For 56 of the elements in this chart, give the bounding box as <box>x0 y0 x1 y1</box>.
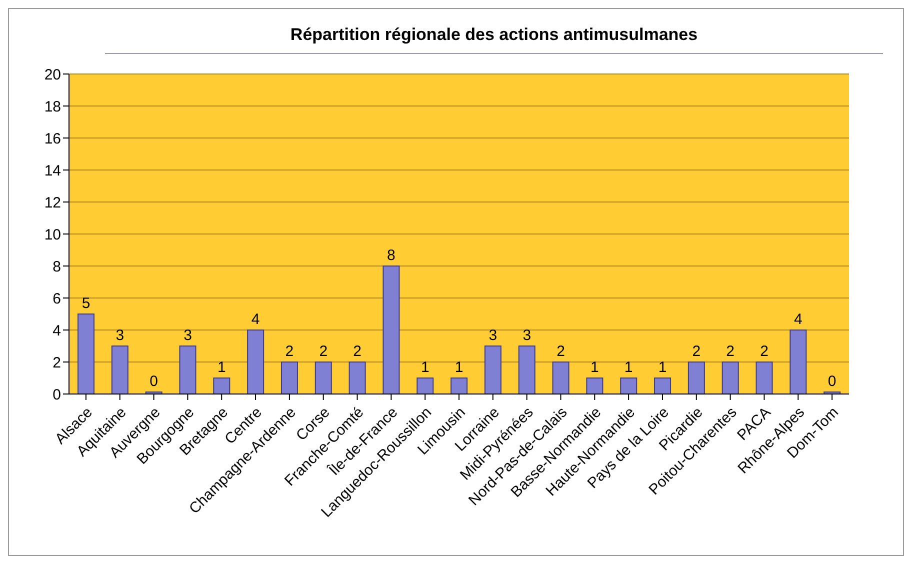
bar <box>247 330 264 394</box>
y-tick-label: 16 <box>44 130 61 148</box>
bar <box>450 378 468 394</box>
data-label: 1 <box>658 359 667 376</box>
data-label: 4 <box>794 311 802 328</box>
data-label: 2 <box>760 343 768 360</box>
y-tick-label: 12 <box>44 194 61 212</box>
bar <box>756 362 773 394</box>
chart-title: Répartition régionale des actions antimusulmanes <box>105 25 883 54</box>
data-label: 2 <box>353 343 362 360</box>
bar <box>654 378 672 394</box>
data-label: 1 <box>590 359 599 376</box>
data-label: 2 <box>285 343 294 360</box>
y-tick-label: 8 <box>52 258 61 276</box>
y-tick-label: 4 <box>52 322 61 340</box>
bar <box>348 362 366 394</box>
bar <box>314 362 332 394</box>
bar <box>78 314 94 394</box>
bar <box>790 330 807 394</box>
data-label: 3 <box>116 327 124 344</box>
data-label: 1 <box>624 359 633 376</box>
data-label: 4 <box>251 311 260 328</box>
data-label: 1 <box>454 359 464 376</box>
bar <box>586 378 604 394</box>
bar <box>280 362 298 394</box>
bar <box>213 378 230 394</box>
data-label: 2 <box>692 343 701 360</box>
data-label: 2 <box>556 343 565 360</box>
y-tick-label: 2 <box>52 354 61 372</box>
data-label: 0 <box>828 373 836 390</box>
data-label: 1 <box>217 359 226 376</box>
y-tick-label: 0 <box>52 386 61 404</box>
bar <box>552 362 570 394</box>
bar <box>722 362 739 394</box>
bar <box>620 378 638 394</box>
bar <box>382 266 400 394</box>
data-label: 3 <box>522 327 532 344</box>
data-label: 1 <box>420 359 430 376</box>
y-tick-label: 6 <box>52 290 61 308</box>
bar <box>518 346 536 394</box>
data-label: 2 <box>319 343 328 360</box>
data-label: 2 <box>726 343 735 360</box>
bar <box>688 362 705 394</box>
y-tick-label: 20 <box>44 66 61 84</box>
bar <box>416 378 434 394</box>
bar <box>111 346 128 394</box>
y-tick-label: 18 <box>44 98 61 116</box>
data-label: 3 <box>488 327 498 344</box>
y-tick-label: 10 <box>44 226 61 244</box>
bar <box>484 346 502 394</box>
y-tick-label: 14 <box>44 162 61 180</box>
data-label: 3 <box>184 327 192 344</box>
data-label: 5 <box>82 295 90 312</box>
bar <box>179 346 196 394</box>
data-label: 0 <box>150 373 158 390</box>
data-label: 8 <box>387 247 396 264</box>
